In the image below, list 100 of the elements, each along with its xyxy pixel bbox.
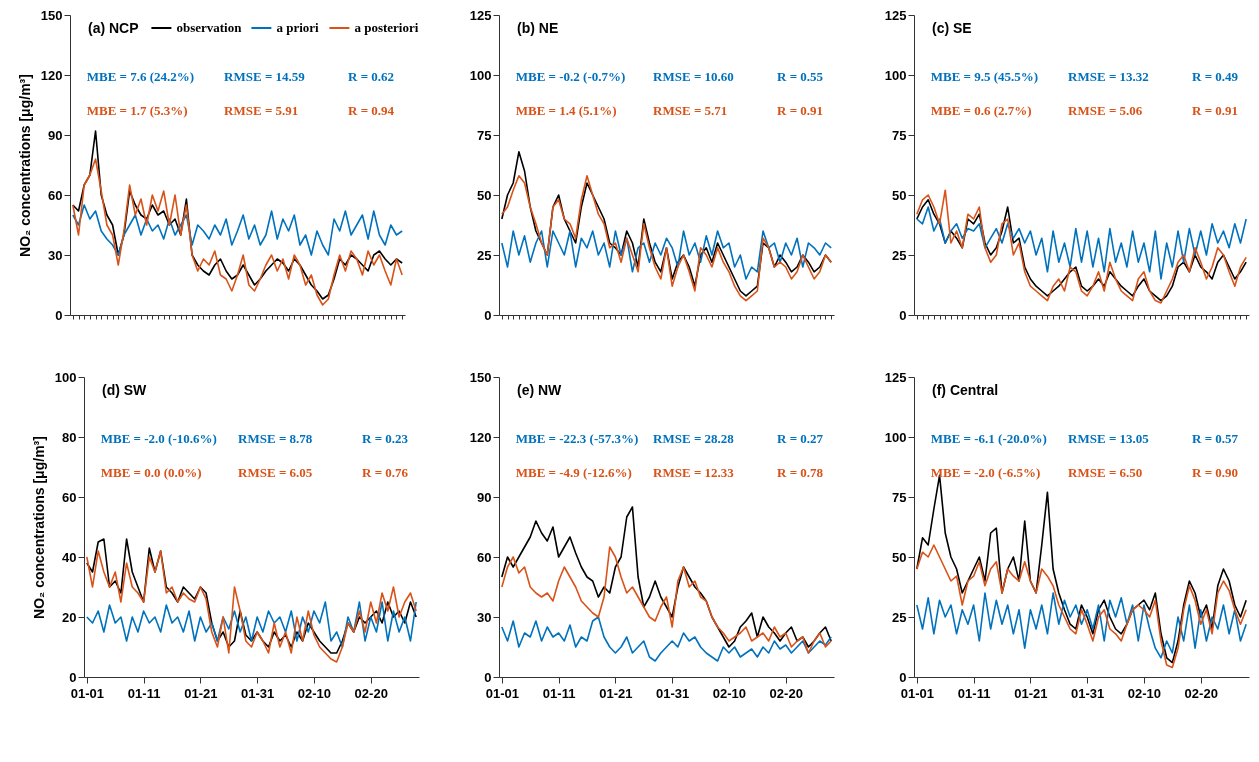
annotation: RMSE = 13.05: [1068, 431, 1150, 446]
annotation: MBE = -0.2 (-0.7%): [515, 69, 626, 84]
annotation: R = 0.78: [777, 465, 824, 480]
annotation: MBE = 9.5 (45.5%): [930, 69, 1039, 84]
line-series: [501, 175, 832, 302]
annotation: RMSE = 14.59: [224, 69, 306, 84]
line-series: [501, 546, 832, 654]
x-tick-label: 02-10: [712, 685, 747, 701]
annotation: RMSE = 8.78: [238, 431, 313, 446]
y-tick-label: 0: [899, 669, 907, 685]
y-tick-label: 60: [48, 187, 63, 203]
x-tick-label: 01-01: [485, 685, 519, 701]
annotation: MBE = 0.0 (0.0%): [100, 465, 202, 480]
y-tick-label: 30: [477, 609, 492, 625]
x-tick-label: 01-01: [900, 685, 934, 701]
x-tick-label: 01-21: [1014, 685, 1048, 701]
y-tick-label: 125: [884, 7, 907, 23]
annotation: RMSE = 5.91: [224, 103, 299, 118]
annotation: R = 0.76: [362, 465, 409, 480]
y-axis-title: NO₂ concentrations [μg/m³]: [16, 74, 33, 257]
annotation: MBE = 7.6 (24.2%): [86, 69, 195, 84]
y-tick-label: 50: [892, 187, 907, 203]
annotation: MBE = -6.1 (-20.0%): [930, 431, 1047, 446]
annotation: MBE = 0.6 (2.7%): [930, 103, 1032, 118]
line-series: [501, 230, 832, 280]
y-tick-label: 40: [62, 549, 77, 565]
annotation: RMSE = 13.32: [1068, 69, 1149, 84]
annotation: RMSE = 6.05: [238, 465, 313, 480]
annotation: RMSE = 10.60: [653, 69, 734, 84]
x-tick-label: 02-20: [1184, 685, 1218, 701]
chart-title: (f) Central: [932, 382, 999, 398]
y-tick-label: 0: [55, 307, 63, 323]
x-tick-label: 01-01: [70, 685, 104, 701]
y-tick-label: 100: [884, 429, 907, 445]
annotation: R = 0.90: [1192, 465, 1239, 480]
y-tick-label: 120: [40, 67, 63, 83]
annotation: R = 0.49: [1192, 69, 1239, 84]
y-tick-label: 0: [899, 307, 907, 323]
y-tick-label: 60: [477, 549, 492, 565]
annotation: R = 0.91: [1192, 103, 1239, 118]
y-axis-title: NO₂ concentrations [μg/m³]: [30, 436, 47, 619]
annotation: MBE = 1.7 (5.3%): [86, 103, 188, 118]
line-series: [916, 544, 1247, 669]
annotation: RMSE = 6.50: [1068, 465, 1143, 480]
line-series: [72, 158, 403, 306]
line-series: [501, 506, 832, 648]
y-tick-label: 100: [884, 67, 907, 83]
line-series: [86, 601, 417, 648]
annotation: R = 0.94: [348, 103, 395, 118]
y-tick-label: 90: [477, 489, 492, 505]
y-tick-label: 0: [484, 307, 492, 323]
line-series: [86, 550, 417, 663]
y-tick-label: 25: [892, 247, 907, 263]
line-series: [916, 206, 1247, 280]
line-series: [72, 204, 403, 256]
y-tick-label: 90: [48, 127, 63, 143]
chart-title: (a) NCP: [88, 20, 139, 36]
x-tick-label: 02-10: [1127, 685, 1162, 701]
annotation: R = 0.62: [348, 69, 395, 84]
x-tick-label: 01-11: [127, 685, 161, 701]
x-tick-label: 01-11: [542, 685, 576, 701]
line-series: [86, 538, 417, 654]
y-tick-label: 125: [469, 7, 492, 23]
legend-label: observation: [176, 20, 243, 35]
annotation: RMSE = 12.33: [653, 465, 735, 480]
x-tick-label: 01-21: [184, 685, 218, 701]
x-tick-label: 01-31: [1071, 685, 1105, 701]
chart-title: (d) SW: [102, 382, 148, 398]
y-tick-label: 150: [40, 7, 63, 23]
line-series: [72, 130, 403, 300]
annotation: RMSE = 5.06: [1068, 103, 1143, 118]
y-tick-label: 0: [484, 669, 492, 685]
chart-title: (c) SE: [932, 20, 972, 36]
x-tick-label: 01-11: [957, 685, 991, 701]
x-tick-label: 02-20: [769, 685, 803, 701]
y-tick-label: 120: [469, 429, 492, 445]
line-series: [916, 592, 1247, 659]
chart-title: (e) NW: [517, 382, 563, 398]
legend-label: a posteriori: [354, 20, 419, 35]
x-tick-label: 01-31: [656, 685, 690, 701]
y-tick-label: 25: [477, 247, 492, 263]
y-tick-label: 25: [892, 609, 907, 625]
annotation: MBE = -22.3 (-57.3%): [515, 431, 639, 446]
y-tick-label: 75: [477, 127, 492, 143]
y-tick-label: 100: [54, 369, 77, 385]
annotation: R = 0.91: [777, 103, 824, 118]
x-tick-label: 01-21: [599, 685, 633, 701]
annotation: MBE = -4.9 (-12.6%): [515, 465, 632, 480]
y-tick-label: 75: [892, 127, 907, 143]
annotation: MBE = 1.4 (5.1%): [515, 103, 617, 118]
annotation: RMSE = 5.71: [653, 103, 728, 118]
legend-label: a priori: [276, 20, 320, 35]
y-tick-label: 80: [62, 429, 77, 445]
annotation: R = 0.23: [362, 431, 409, 446]
line-series: [501, 616, 832, 662]
y-tick-label: 100: [469, 67, 492, 83]
annotation: R = 0.57: [1192, 431, 1239, 446]
chart-title: (b) NE: [517, 20, 559, 36]
y-tick-label: 20: [62, 609, 77, 625]
annotation: MBE = -2.0 (-10.6%): [100, 431, 217, 446]
